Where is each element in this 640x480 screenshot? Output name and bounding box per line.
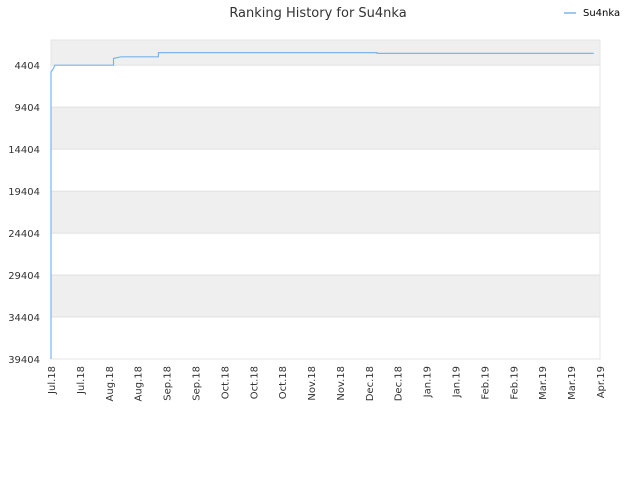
x-tick-label: Mar.19 — [538, 366, 549, 400]
grid-lines — [51, 64, 600, 360]
plot-band — [51, 107, 600, 150]
plot-band — [51, 191, 600, 234]
series-group — [50, 52, 594, 359]
x-tick-label: Nov.18 — [307, 366, 318, 401]
x-tick-label: Sep.18 — [163, 366, 174, 401]
x-tick-label: Mar.19 — [567, 366, 578, 400]
x-tick-label: Dec.18 — [365, 366, 376, 401]
y-tick-label: 24404 — [8, 229, 40, 240]
x-tick-label: Aug.18 — [105, 366, 116, 401]
y-tick-label: 9404 — [15, 103, 40, 114]
x-tick-label: Feb.19 — [480, 366, 491, 400]
x-tick-label: Oct.18 — [278, 366, 289, 399]
y-tick-label: 19404 — [8, 187, 40, 198]
y-axis-labels: 4404 9404 14404 19404 24404 29404 34404 39404 — [8, 61, 40, 366]
plot-band — [51, 275, 600, 318]
x-tick-label: Apr.19 — [596, 366, 607, 398]
y-tick-label: 29404 — [8, 271, 40, 282]
x-tick-label: Jul.18 — [76, 366, 87, 395]
y-tick-label: 4404 — [15, 61, 40, 72]
y-tick-label: 14404 — [8, 145, 40, 156]
x-tick-label: Nov.18 — [336, 366, 347, 401]
x-tick-label: Jan.19 — [452, 366, 463, 398]
y-tick-label: 39404 — [8, 355, 40, 366]
legend-label-su4nka[interactable]: Su4nka — [583, 8, 620, 19]
chart-title: Ranking History for Su4nka — [229, 6, 406, 21]
x-tick-label: Oct.18 — [220, 366, 231, 399]
x-tick-label: Jan.19 — [423, 366, 434, 398]
y-tick-label: 34404 — [8, 313, 40, 324]
x-tick-label: Sep.18 — [191, 366, 202, 401]
x-tick-label: Dec.18 — [394, 366, 405, 401]
x-tick-label: Oct.18 — [249, 366, 260, 399]
x-tick-label: Jul.18 — [47, 366, 58, 395]
series-line-su4nka[interactable] — [50, 52, 594, 359]
x-axis-labels: Jul.18 Jul.18 Aug.18 Aug.18 Sep.18 Sep.18 Oct.… — [47, 366, 607, 401]
x-tick-label: Aug.18 — [134, 366, 145, 401]
legend[interactable]: Su4nka — [564, 8, 620, 19]
x-tick-label: Feb.19 — [509, 366, 520, 400]
plot-bands — [51, 40, 600, 318]
